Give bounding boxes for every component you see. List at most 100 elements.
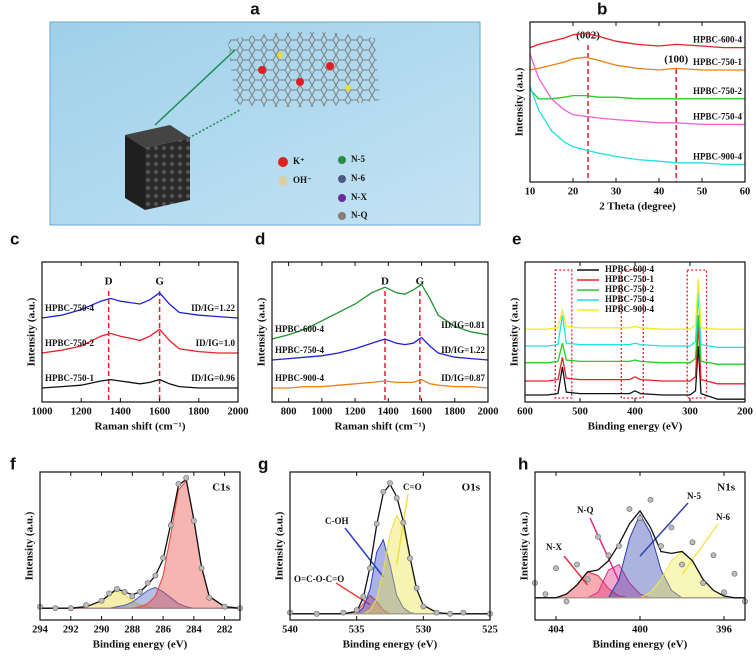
- raw-point: [175, 480, 182, 487]
- raw-point: [574, 561, 580, 568]
- x-tick-label: 40: [654, 186, 665, 197]
- x-tick-label: 400: [632, 624, 648, 635]
- x-tick-label: 535: [349, 624, 365, 635]
- cube-top: [125, 125, 190, 148]
- series-label: HPBC-600-4: [275, 324, 324, 334]
- raw-point: [658, 543, 664, 549]
- x-tick-label: 288: [124, 624, 140, 635]
- label-arrow: [344, 527, 384, 578]
- illustration: a K⁺ OH⁻ N-5 N-6 N-X N-Q: [49, 0, 481, 226]
- label-arrow: [395, 493, 409, 565]
- series-line: [529, 88, 745, 100]
- raw-point: [595, 533, 601, 540]
- label-arrow: [639, 502, 689, 557]
- x-tick-label: 20: [568, 186, 579, 197]
- raw-point: [616, 543, 622, 549]
- component-label: O=C-O-C=O: [294, 574, 344, 584]
- raw-point: [198, 565, 205, 572]
- legend-label: HPBC-600-4: [605, 264, 654, 274]
- raw-point: [584, 576, 591, 583]
- series-line: [529, 32, 745, 49]
- spectrum-title: O1s: [462, 482, 481, 494]
- series-label: HPBC-600-4: [693, 35, 742, 45]
- x-tick-label: 292: [63, 624, 79, 635]
- series-line: [271, 336, 489, 361]
- atom: [326, 62, 334, 70]
- component-label: C-OH: [325, 516, 349, 526]
- x-tick-label: 2000: [478, 406, 499, 417]
- envelope-line: [535, 509, 745, 599]
- x-axis-label: 2 Theta (degree): [599, 201, 676, 213]
- ratio-label: ID/IG=1.22: [191, 303, 235, 313]
- raw-point: [563, 598, 570, 605]
- legend-marker: [278, 157, 288, 167]
- component-label: N-X: [546, 542, 562, 552]
- series-line: [41, 378, 238, 389]
- raw-point: [221, 603, 228, 610]
- ratio-label: ID/IG=0.96: [191, 373, 235, 383]
- raw-point: [190, 517, 197, 524]
- raw-point: [373, 520, 380, 527]
- raw-point: [144, 580, 151, 586]
- envelope-line: [40, 478, 241, 609]
- component-label: N-5: [687, 491, 701, 501]
- legend-marker: [278, 176, 288, 186]
- series-line: [525, 315, 745, 365]
- raw-point: [460, 609, 467, 616]
- raw-point: [114, 586, 120, 592]
- peak-label: D: [105, 276, 113, 288]
- x-tick-label: 284: [186, 624, 203, 635]
- raw-point: [340, 609, 347, 616]
- label-arrow: [563, 555, 589, 586]
- raw-point: [679, 561, 685, 568]
- x-axis-label: Binding energy (eV): [593, 639, 688, 651]
- label-arrow: [589, 517, 620, 582]
- plot-frame: [39, 471, 241, 621]
- panel-letter: f: [10, 454, 16, 473]
- panel-letter: b: [597, 0, 607, 18]
- series-label: HPBC-750-4: [275, 345, 324, 355]
- peak-label: (100): [664, 54, 688, 66]
- ratio-label: ID/IG=0.87: [441, 373, 485, 383]
- x-tick-label: 800: [281, 406, 297, 417]
- plot-frame: [271, 261, 489, 403]
- legend-marker: [338, 156, 346, 164]
- series-line: [41, 291, 239, 319]
- raw-point: [380, 488, 387, 495]
- highlight-range: [620, 269, 644, 399]
- series-label: HPBC-900-4: [693, 151, 742, 161]
- raw-point: [152, 572, 159, 579]
- raw-point: [542, 591, 549, 597]
- cube-side: [125, 135, 145, 210]
- raw-point: [52, 605, 59, 612]
- atom: [277, 52, 283, 58]
- cube-front: [145, 138, 190, 210]
- ratio-label: ID/IG=1.0: [196, 338, 236, 348]
- panel-letter: e: [512, 229, 521, 248]
- raw-point: [413, 585, 420, 591]
- y-axis-label: Intensity (a.u.): [256, 297, 268, 366]
- x-tick-label: 1400: [378, 406, 399, 417]
- series-line: [529, 85, 745, 166]
- raw-point: [647, 496, 654, 503]
- series-line: [41, 328, 238, 354]
- component-label: C=O: [403, 482, 422, 492]
- peak-label: (002): [576, 30, 600, 42]
- series-line: [529, 53, 745, 126]
- series-line: [525, 278, 745, 330]
- panel-letter: c: [10, 229, 19, 248]
- raw-point: [433, 609, 440, 616]
- atom: [258, 66, 266, 74]
- panel-letter: a: [250, 0, 260, 18]
- peak-label: D: [381, 276, 389, 288]
- x-tick-label: 1200: [71, 406, 92, 417]
- x-tick-label: 290: [94, 624, 110, 635]
- highlight-range: [686, 269, 708, 399]
- graphene-sheet: [228, 31, 380, 108]
- ratio-label: ID/IG=1.22: [441, 345, 485, 355]
- x-tick-label: 540: [282, 624, 298, 635]
- x-tick-label: 282: [217, 624, 233, 635]
- plot-frame: [529, 21, 746, 183]
- series-label: HPBC-750-2: [693, 86, 742, 96]
- x-tick-label: 400: [627, 406, 643, 417]
